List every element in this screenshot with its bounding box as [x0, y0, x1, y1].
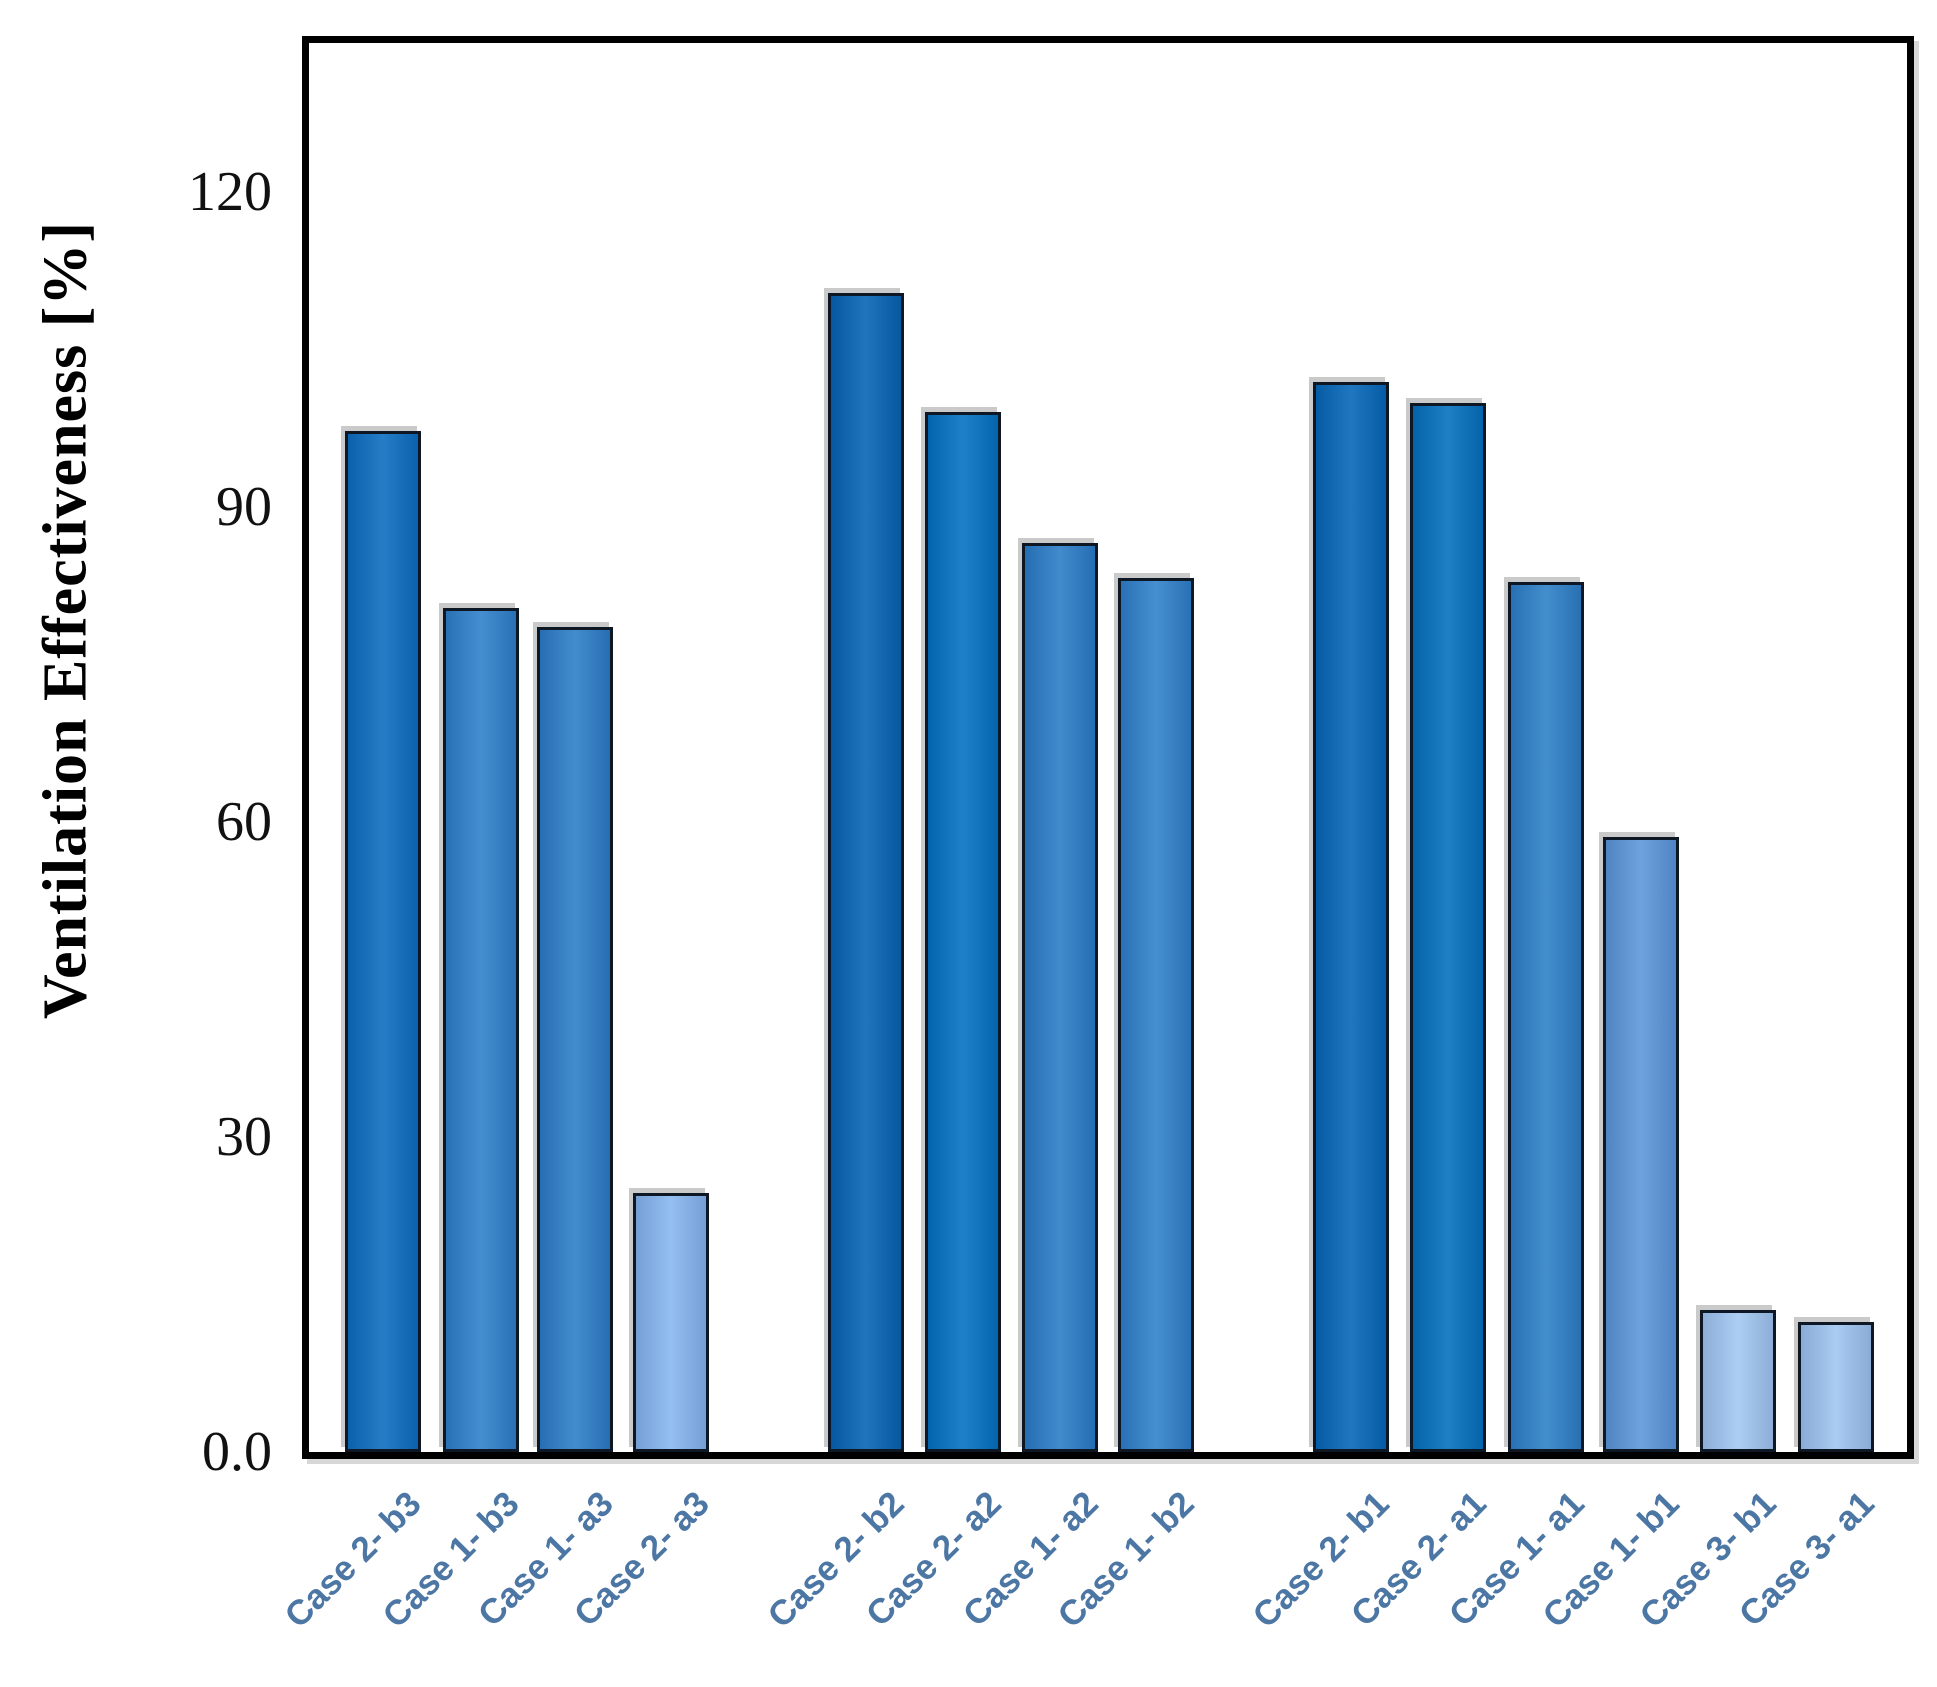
bar-case-2-b1: [1313, 382, 1389, 1452]
y-tick-label: 90: [216, 476, 272, 538]
y-tick-label: 0.0: [202, 1421, 272, 1483]
bar-case-1-a3: [537, 627, 613, 1452]
bar-case-3-a1: [1798, 1322, 1874, 1452]
bar-case-2-b3: [345, 431, 421, 1452]
plot-area: [302, 36, 1914, 1459]
bar-case-1-b1: [1603, 837, 1679, 1452]
bar-case-3-b1: [1700, 1310, 1776, 1452]
bar-case-2-a2: [925, 412, 1001, 1452]
bar-case-2-b2: [828, 293, 904, 1452]
bar-case-1-b2: [1118, 578, 1194, 1452]
bar-case-2-a3: [633, 1193, 709, 1452]
y-tick-label: 60: [216, 791, 272, 853]
y-axis-title: Ventilation Effectiveness [%]: [31, 220, 100, 1020]
bar-case-1-a1: [1508, 582, 1584, 1452]
y-tick-label: 120: [188, 161, 272, 223]
y-tick-label: 30: [216, 1106, 272, 1168]
bar-case-2-a1: [1410, 403, 1486, 1452]
bar-case-1-b3: [443, 608, 519, 1452]
bar-case-1-a2: [1022, 543, 1098, 1452]
